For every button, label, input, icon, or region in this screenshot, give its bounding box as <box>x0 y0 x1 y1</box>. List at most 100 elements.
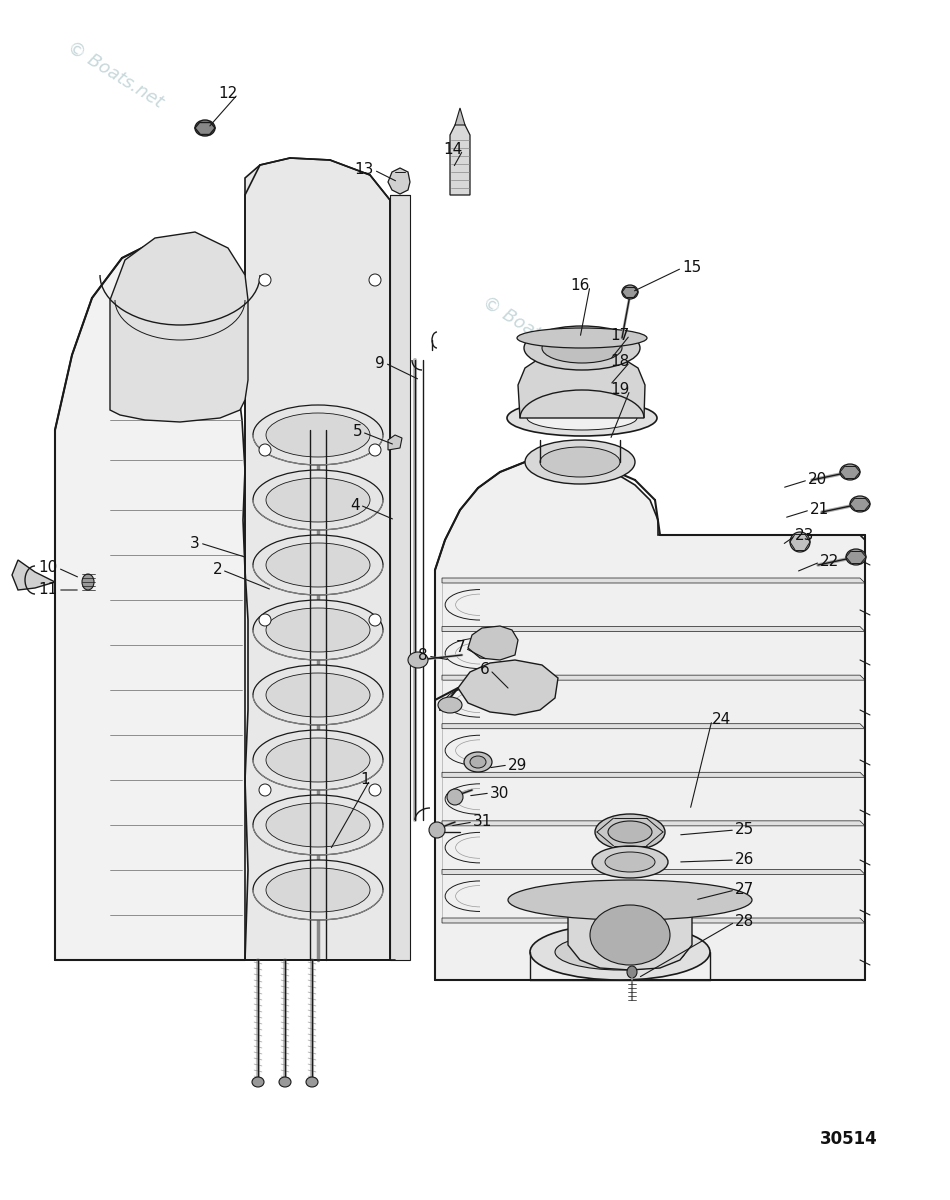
Polygon shape <box>442 870 865 875</box>
Polygon shape <box>442 918 865 923</box>
Ellipse shape <box>252 1078 264 1087</box>
Text: 22: 22 <box>820 554 839 570</box>
Ellipse shape <box>555 934 685 970</box>
Text: 15: 15 <box>682 260 701 276</box>
Text: 12: 12 <box>218 86 238 102</box>
Text: 11: 11 <box>39 582 58 598</box>
Text: 7: 7 <box>455 641 465 655</box>
Ellipse shape <box>595 814 665 850</box>
Ellipse shape <box>470 756 486 768</box>
Ellipse shape <box>540 446 620 476</box>
Polygon shape <box>568 900 692 970</box>
Ellipse shape <box>369 444 381 456</box>
Ellipse shape <box>369 614 381 626</box>
Ellipse shape <box>627 966 637 978</box>
Ellipse shape <box>508 880 752 920</box>
Ellipse shape <box>369 784 381 796</box>
Polygon shape <box>388 168 410 194</box>
Ellipse shape <box>253 860 383 920</box>
Text: 16: 16 <box>571 278 590 294</box>
Polygon shape <box>442 578 865 583</box>
Ellipse shape <box>464 752 492 772</box>
Ellipse shape <box>266 673 370 716</box>
Ellipse shape <box>507 400 657 436</box>
Ellipse shape <box>306 1078 318 1087</box>
Ellipse shape <box>447 790 463 805</box>
Ellipse shape <box>253 404 383 464</box>
Ellipse shape <box>790 532 810 552</box>
Ellipse shape <box>622 284 638 299</box>
Polygon shape <box>110 232 248 422</box>
Ellipse shape <box>259 614 271 626</box>
Ellipse shape <box>527 406 637 430</box>
Ellipse shape <box>429 822 445 838</box>
Ellipse shape <box>369 274 381 286</box>
Text: 6: 6 <box>481 662 490 678</box>
Text: 1: 1 <box>360 773 370 787</box>
Ellipse shape <box>259 274 271 286</box>
Ellipse shape <box>266 542 370 587</box>
Ellipse shape <box>525 440 635 484</box>
Ellipse shape <box>524 326 640 370</box>
Ellipse shape <box>530 924 710 980</box>
Polygon shape <box>245 158 390 960</box>
Polygon shape <box>442 676 865 680</box>
Polygon shape <box>458 660 558 715</box>
Text: 18: 18 <box>611 354 630 370</box>
Ellipse shape <box>253 730 383 790</box>
Text: 31: 31 <box>473 815 492 829</box>
Ellipse shape <box>266 478 370 522</box>
Ellipse shape <box>542 332 622 362</box>
Polygon shape <box>468 626 518 660</box>
Text: 5: 5 <box>352 425 362 439</box>
Text: © Boats.net: © Boats.net <box>64 38 166 112</box>
Ellipse shape <box>840 464 860 480</box>
Ellipse shape <box>850 496 870 512</box>
Polygon shape <box>435 458 865 980</box>
Text: 3: 3 <box>190 535 200 551</box>
Ellipse shape <box>82 574 94 590</box>
Polygon shape <box>518 350 645 418</box>
Text: 25: 25 <box>735 822 754 838</box>
Text: 23: 23 <box>795 528 814 544</box>
Text: 24: 24 <box>712 713 732 727</box>
Polygon shape <box>442 724 865 728</box>
Ellipse shape <box>592 846 668 878</box>
Text: 20: 20 <box>808 473 827 487</box>
Ellipse shape <box>279 1078 291 1087</box>
Polygon shape <box>12 560 55 590</box>
Text: 19: 19 <box>611 383 630 397</box>
Text: © Boats.net: © Boats.net <box>479 664 581 737</box>
Text: 2: 2 <box>213 563 222 577</box>
Polygon shape <box>442 821 865 826</box>
Text: 27: 27 <box>735 882 754 898</box>
Ellipse shape <box>266 803 370 847</box>
Text: 21: 21 <box>810 503 829 517</box>
Ellipse shape <box>605 852 655 872</box>
Text: 17: 17 <box>611 328 630 342</box>
Ellipse shape <box>438 697 462 713</box>
Ellipse shape <box>253 600 383 660</box>
Text: 26: 26 <box>735 852 754 868</box>
Polygon shape <box>55 238 248 960</box>
Ellipse shape <box>195 120 215 136</box>
Polygon shape <box>390 194 410 960</box>
Polygon shape <box>442 773 865 778</box>
Ellipse shape <box>266 608 370 652</box>
Ellipse shape <box>266 868 370 912</box>
Ellipse shape <box>408 652 428 668</box>
Ellipse shape <box>259 784 271 796</box>
Ellipse shape <box>266 738 370 782</box>
Text: 10: 10 <box>39 560 58 576</box>
Polygon shape <box>388 434 402 450</box>
Ellipse shape <box>253 794 383 854</box>
Ellipse shape <box>517 328 647 348</box>
Text: 28: 28 <box>735 914 754 930</box>
Text: 9: 9 <box>375 355 385 371</box>
Polygon shape <box>442 626 865 631</box>
Text: © Boats.net: © Boats.net <box>48 604 151 677</box>
Text: 14: 14 <box>444 143 463 157</box>
Ellipse shape <box>253 470 383 530</box>
Ellipse shape <box>253 535 383 595</box>
Polygon shape <box>455 108 465 125</box>
